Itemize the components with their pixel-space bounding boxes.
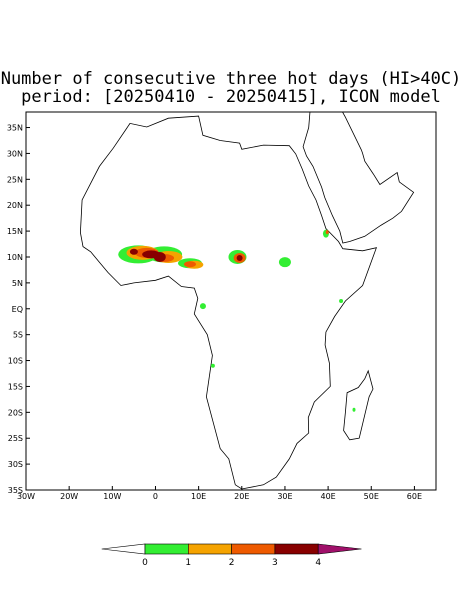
colorbar-segment — [144, 543, 189, 555]
lon-tick-label: 20W — [60, 492, 78, 501]
colorbar-under — [101, 543, 146, 555]
lat-tick-label: 5S — [13, 331, 23, 340]
colorbar-label: 2 — [229, 558, 235, 568]
lon-tick-label: 10E — [191, 492, 206, 501]
lat-tick-label: 10S — [8, 357, 23, 366]
lat-tick-label: EQ — [12, 305, 23, 314]
hot-area — [352, 407, 356, 412]
lat-tick-label: 35S — [8, 486, 23, 495]
hot-area — [210, 363, 215, 368]
hot-area — [278, 257, 291, 268]
lon-tick-label: 10W — [103, 492, 121, 501]
coastline — [343, 369, 374, 441]
coastline — [302, 112, 415, 244]
map-title: Number of consecutive three hot days (HI… — [1, 69, 462, 89]
hot-area — [153, 251, 166, 262]
map-area — [79, 112, 415, 490]
map-frame — [25, 111, 437, 491]
hot-area — [236, 255, 243, 262]
lon-tick-label: 40E — [320, 492, 335, 501]
lon-tick-label: 60E — [407, 492, 422, 501]
lon-tick-label: 30E — [277, 492, 292, 501]
map-subtitle: period: [20250410 - 20250415], ICON mode… — [21, 87, 441, 107]
lat-tick-label: 10N — [7, 253, 23, 262]
hot-area — [184, 261, 196, 268]
colorbar-label: 0 — [142, 558, 148, 568]
lat-tick-label: 20S — [8, 408, 23, 417]
colorbar-segment — [188, 543, 232, 555]
hot-area — [325, 230, 329, 235]
lon-tick-label: 20E — [234, 492, 249, 501]
lon-tick-label: 50E — [364, 492, 379, 501]
colorbar-over — [317, 543, 362, 555]
lat-tick-label: 15N — [7, 227, 23, 236]
colorbar-label: 4 — [315, 558, 321, 568]
lat-tick-label: 25S — [8, 434, 23, 443]
lat-tick-label: 30S — [8, 460, 23, 469]
lat-tick-label: 15S — [8, 382, 23, 391]
hot-area — [339, 299, 344, 303]
colorbar-label: 1 — [185, 558, 191, 568]
lon-tick-label: 0 — [153, 492, 158, 501]
lon-tick-label: 30W — [17, 492, 35, 501]
hot-area — [129, 248, 138, 255]
lat-tick-label: 30N — [7, 149, 23, 158]
lat-tick-label: 35N — [7, 124, 23, 133]
lat-tick-label: 20N — [7, 201, 23, 210]
colorbar-segment — [274, 543, 319, 555]
colorbar-segment — [231, 543, 276, 555]
coastline — [79, 115, 378, 490]
hot-area — [199, 303, 206, 310]
lat-tick-label: 25N — [7, 175, 23, 184]
colorbar-label: 3 — [272, 558, 278, 568]
lat-tick-label: 5N — [12, 279, 23, 288]
